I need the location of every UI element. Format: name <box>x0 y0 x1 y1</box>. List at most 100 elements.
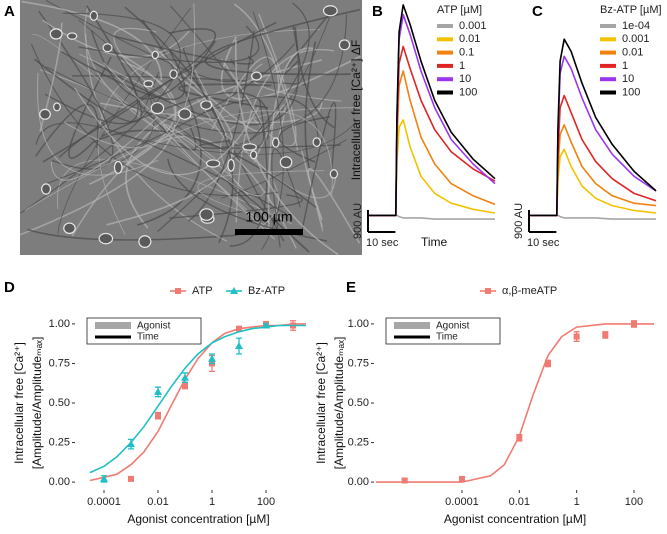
neurite <box>187 30 255 222</box>
data-point <box>155 412 161 419</box>
y-axis-label: Intracellular free [Ca²⁺] ΔF <box>349 40 363 180</box>
panel-label: C <box>532 3 543 20</box>
legend-label: 0.01 <box>459 33 480 45</box>
neurite <box>36 73 159 176</box>
panel-label: B <box>372 3 383 20</box>
neurite <box>57 8 191 235</box>
x-tick-label: 100 <box>257 496 275 508</box>
neurite <box>63 3 196 149</box>
data-point <box>127 440 135 448</box>
cell-body <box>249 150 258 160</box>
fit-curve <box>376 323 654 483</box>
x-axis-label: Agonist concentration [µM] <box>444 512 586 526</box>
x-tick-label: 0.0001 <box>445 496 479 508</box>
x-tick-label: 1 <box>574 496 580 508</box>
neurite <box>50 116 159 181</box>
neurite <box>114 121 357 155</box>
neurite <box>103 62 266 197</box>
cell-body <box>312 137 321 148</box>
y-tick-label: 0.00 <box>348 476 369 488</box>
trace <box>530 148 657 217</box>
y-tick-label: 0.75 <box>348 357 369 369</box>
cell-body <box>199 208 214 221</box>
x-tick-label: 100 <box>625 496 643 508</box>
y-tick-label: 1.00 <box>49 318 70 330</box>
cell-body <box>272 137 280 148</box>
neurite <box>300 102 337 234</box>
data-point <box>230 287 238 294</box>
inset-legend-label: Time <box>436 332 458 343</box>
x-tick-label: 0.0001 <box>87 496 121 508</box>
data-point <box>181 373 189 381</box>
cell-body <box>53 102 61 112</box>
legend-title: Bz-ATP [µM] <box>600 4 662 16</box>
y-tick-label: 0.00 <box>49 476 70 488</box>
fit-curve <box>89 324 306 474</box>
legend-label: ATP <box>192 285 213 297</box>
cell-body <box>169 69 178 79</box>
cell-body <box>41 183 52 195</box>
x-tick-label: 0.01 <box>509 496 530 508</box>
cell-body <box>205 159 221 168</box>
neurite <box>190 62 228 141</box>
legend-label: α,β-meATP <box>502 285 557 297</box>
neurite <box>42 43 295 186</box>
data-point <box>573 333 580 340</box>
legend-label: 0.001 <box>622 33 650 45</box>
micrograph-scale-bar <box>235 229 303 235</box>
neurite <box>42 28 216 163</box>
neurite <box>271 148 301 248</box>
legend-label: 0.1 <box>459 47 474 59</box>
neurite <box>85 34 228 242</box>
inset-legend-label: Time <box>137 332 159 343</box>
legend-label: 0.001 <box>459 20 487 32</box>
cell-body <box>39 108 51 120</box>
cell-body <box>150 102 165 115</box>
neurite <box>113 27 157 89</box>
cell-body <box>138 235 152 248</box>
y-tick-label: 0.75 <box>49 357 70 369</box>
x-tick-label: 0.01 <box>147 496 168 508</box>
scale-bar-label: 10 sec <box>366 237 399 249</box>
neurite <box>278 116 331 163</box>
inset-legend-box <box>385 317 501 345</box>
data-point <box>235 342 243 350</box>
y-tick-label: 1.00 <box>348 318 369 330</box>
data-point <box>154 387 162 395</box>
cell-body <box>322 5 338 17</box>
cell-body <box>143 80 154 88</box>
legend-label: 1e-04 <box>622 20 650 32</box>
neurite <box>74 87 259 176</box>
legend-title: ATP [µM] <box>437 4 482 16</box>
cell-body <box>63 222 76 234</box>
cell-body <box>338 39 351 51</box>
neurite <box>24 110 333 211</box>
neurite <box>90 129 317 209</box>
cell-body <box>151 50 159 60</box>
y-axis-label: Intracellular free [Ca²⁺] <box>12 342 26 464</box>
inset-legend-swatch <box>394 322 430 329</box>
data-point <box>458 475 465 482</box>
legend-label: 0.01 <box>622 47 643 59</box>
cell-body <box>89 10 99 21</box>
data-point <box>630 320 637 327</box>
data-point <box>182 382 188 389</box>
neurite <box>84 7 181 144</box>
cell-body <box>227 158 235 172</box>
neurite <box>267 47 314 232</box>
y-tick-label: 0.25 <box>348 436 369 448</box>
trace <box>530 94 657 217</box>
trace <box>530 38 657 217</box>
cell-body <box>113 160 123 174</box>
data-point <box>100 474 108 482</box>
neurite <box>58 21 277 158</box>
neurite <box>196 139 341 149</box>
neurite <box>307 167 361 244</box>
cell-body <box>279 156 293 169</box>
legend-label: 10 <box>622 73 634 85</box>
neurite <box>89 59 177 186</box>
cell-body <box>329 169 339 179</box>
neurite <box>235 48 335 223</box>
neurite <box>21 0 163 81</box>
